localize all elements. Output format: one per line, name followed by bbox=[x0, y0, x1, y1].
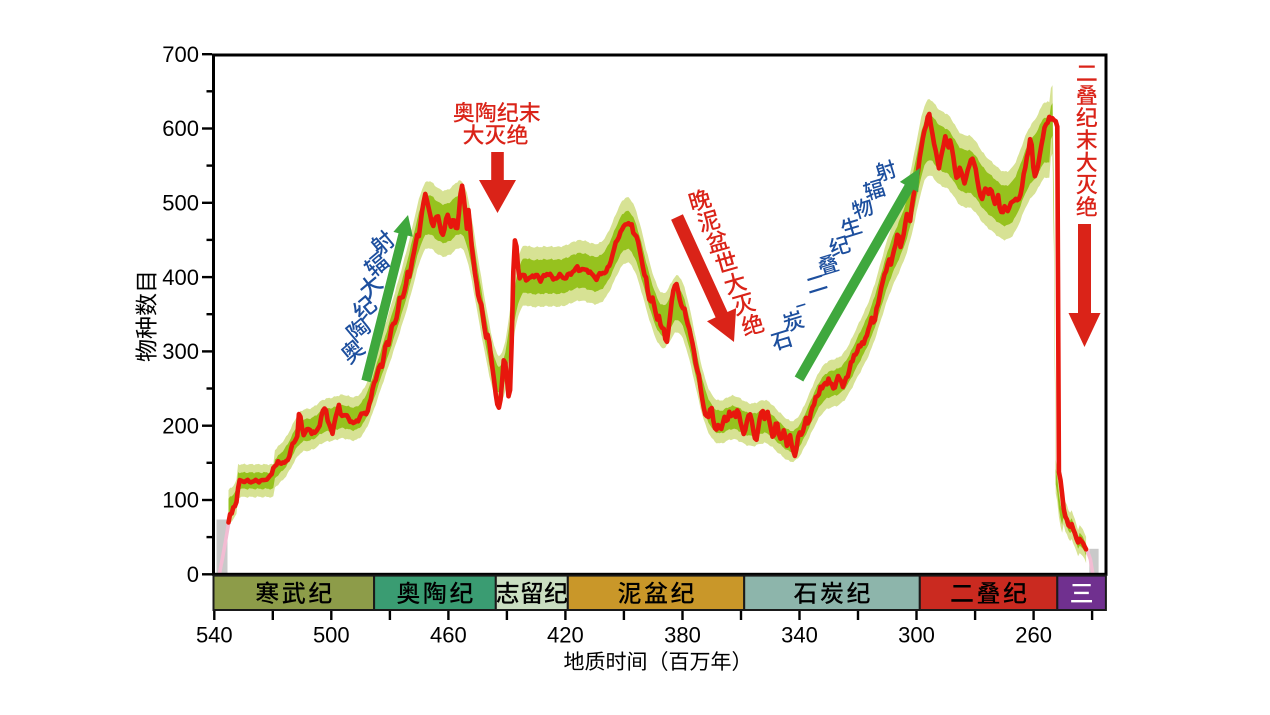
svg-text:340: 340 bbox=[781, 623, 818, 648]
svg-text:300: 300 bbox=[162, 339, 199, 364]
svg-text:700: 700 bbox=[162, 42, 199, 67]
svg-text:200: 200 bbox=[162, 413, 199, 438]
svg-text:300: 300 bbox=[898, 623, 935, 648]
svg-text:380: 380 bbox=[664, 623, 701, 648]
svg-text:540: 540 bbox=[196, 623, 233, 648]
svg-text:400: 400 bbox=[162, 265, 199, 290]
svg-text:0: 0 bbox=[187, 562, 199, 587]
svg-text:420: 420 bbox=[547, 623, 584, 648]
svg-text:100: 100 bbox=[162, 488, 199, 513]
svg-text:500: 500 bbox=[313, 623, 350, 648]
svg-text:260: 260 bbox=[1015, 623, 1052, 648]
svg-text:600: 600 bbox=[162, 116, 199, 141]
svg-text:460: 460 bbox=[430, 623, 467, 648]
svg-text:500: 500 bbox=[162, 191, 199, 216]
